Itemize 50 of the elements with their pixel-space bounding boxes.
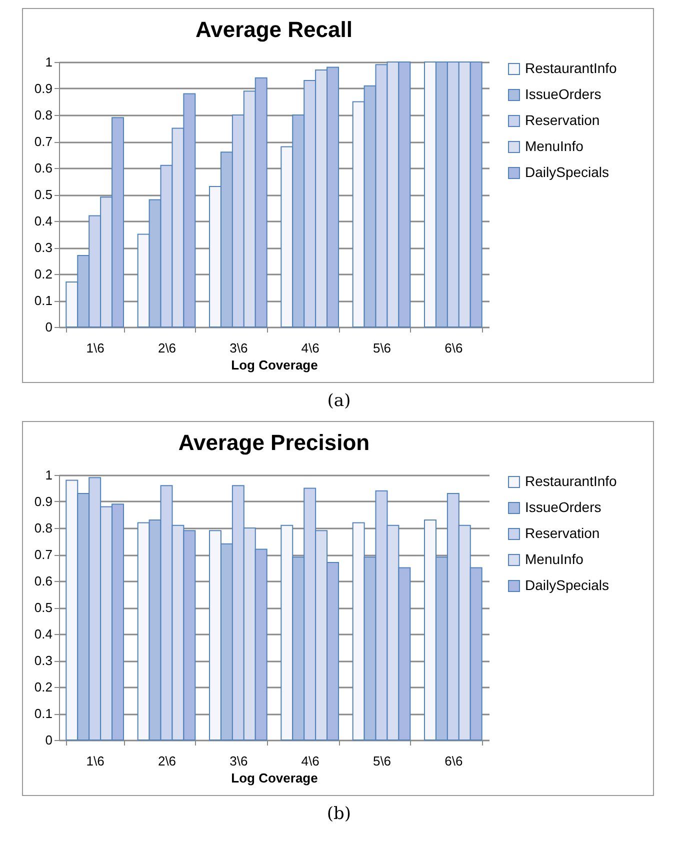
y-tick-label: 0.2 bbox=[34, 266, 52, 282]
y-tick-label: 0.4 bbox=[34, 626, 52, 642]
text: (b) bbox=[326, 804, 352, 824]
y-tick-label: 0.1 bbox=[34, 293, 52, 308]
x-tick-label: 6\6 bbox=[444, 340, 463, 356]
y-tick-label: 0.8 bbox=[34, 108, 52, 122]
x-axis-title: Log Coverage bbox=[231, 770, 318, 786]
x-tick-label: 5\6 bbox=[372, 754, 392, 768]
legend-label: MenuInfo bbox=[525, 551, 584, 567]
x-axis-title: Log Coverage bbox=[231, 358, 318, 372]
x-tick-label: 2\6 bbox=[158, 340, 176, 356]
y-tick-label: 0.7 bbox=[34, 547, 52, 562]
legend-label: RestaurantInfo bbox=[525, 473, 618, 489]
legend-label: DailySpecials bbox=[525, 164, 610, 180]
y-tick-label: 0.9 bbox=[34, 494, 52, 509]
x-tick-label: 5\6 bbox=[372, 340, 392, 356]
y-tick-label: 0.3 bbox=[34, 653, 52, 668]
y-tick-label: 0 bbox=[45, 320, 52, 334]
y-tick-label: 0.4 bbox=[34, 214, 52, 228]
y-tick-label: 0.3 bbox=[34, 240, 52, 255]
legend-label: MenuInfo bbox=[525, 138, 584, 154]
y-tick-label: 0.5 bbox=[34, 600, 52, 615]
y-tick-label: 0.9 bbox=[34, 81, 52, 96]
x-tick-label: 2\6 bbox=[158, 754, 176, 768]
legend-label: RestaurantInfo bbox=[525, 60, 618, 76]
y-tick-label: 0.6 bbox=[34, 160, 52, 176]
legend-label: Reservation bbox=[525, 525, 600, 541]
legend-label: IssueOrders bbox=[525, 499, 602, 515]
y-tick-label: 0.1 bbox=[34, 706, 52, 721]
x-tick-label: 3\6 bbox=[230, 754, 248, 768]
y-tick-label: 0.8 bbox=[34, 520, 52, 536]
x-tick-label: 3\6 bbox=[230, 340, 248, 356]
y-tick-label: 0 bbox=[45, 732, 52, 748]
legend-label: IssueOrders bbox=[525, 86, 602, 102]
y-tick-label: 1 bbox=[45, 54, 52, 70]
x-tick-label: 1\6 bbox=[86, 754, 104, 768]
x-tick-label: 4\6 bbox=[301, 340, 320, 356]
y-tick-label: 0.6 bbox=[34, 574, 52, 588]
legend-label: DailySpecials bbox=[525, 577, 610, 593]
x-tick-label: 6\6 bbox=[444, 754, 463, 768]
y-tick-label: 0.7 bbox=[34, 134, 52, 149]
text: (a) bbox=[326, 391, 352, 411]
chart-title: Average Recall bbox=[196, 17, 352, 42]
legend-label: Reservation bbox=[525, 112, 600, 128]
chart-title: Average Precision bbox=[178, 430, 370, 455]
y-tick-label: 0.2 bbox=[34, 680, 52, 694]
x-tick-label: 1\6 bbox=[86, 340, 104, 356]
y-tick-label: 1 bbox=[45, 468, 52, 482]
y-tick-label: 0.5 bbox=[34, 187, 52, 202]
x-tick-label: 4\6 bbox=[301, 754, 320, 768]
